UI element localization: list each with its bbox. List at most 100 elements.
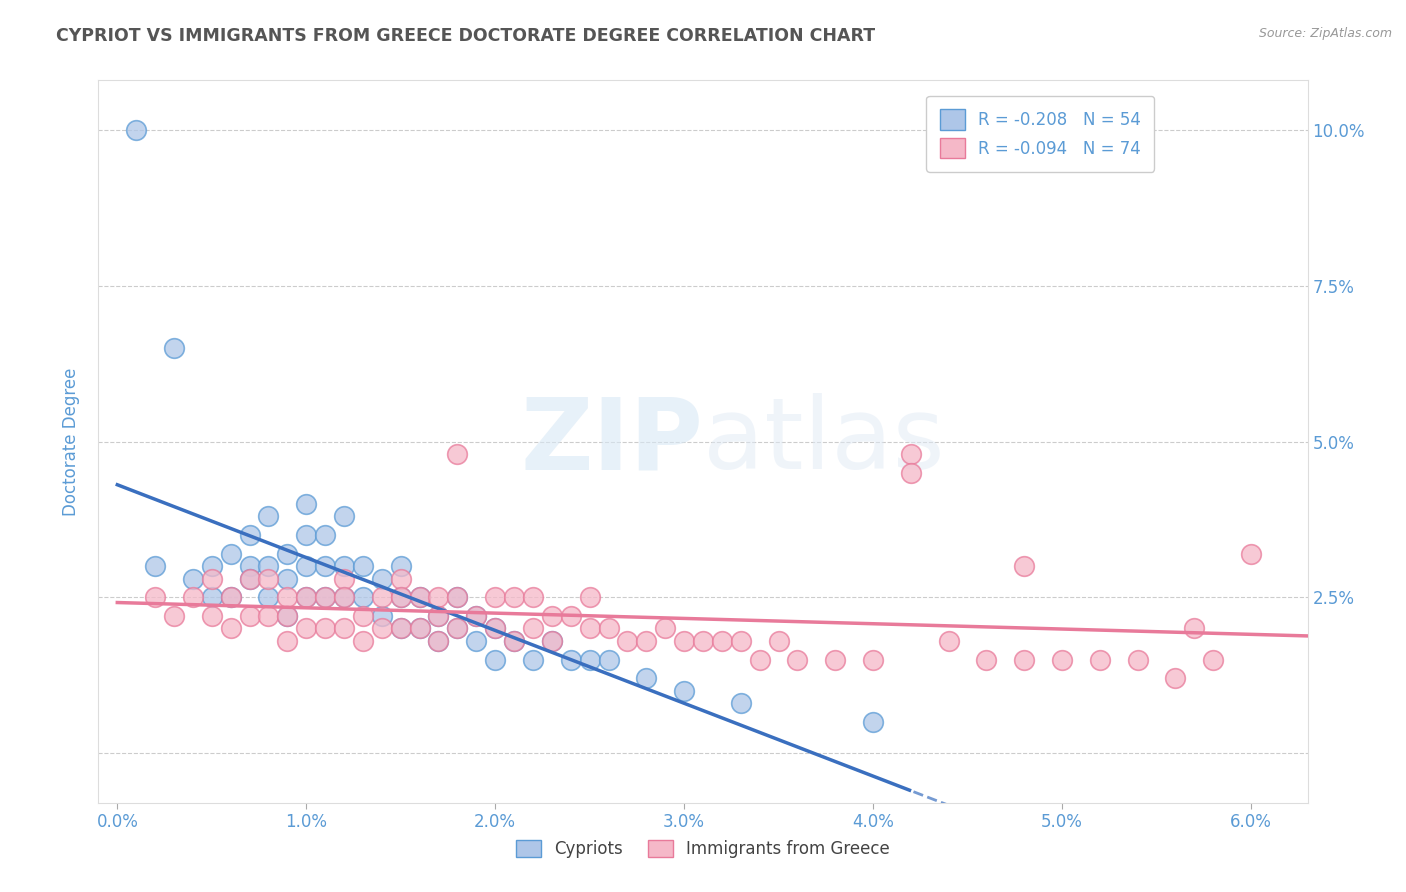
Point	[389, 572, 412, 586]
Point	[408, 591, 430, 605]
Point	[1240, 547, 1263, 561]
Point	[201, 559, 224, 574]
Point	[276, 591, 298, 605]
Point	[730, 633, 752, 648]
Point	[201, 609, 224, 624]
Point	[239, 572, 262, 586]
Point	[389, 559, 412, 574]
Point	[1012, 652, 1035, 666]
Point	[163, 341, 186, 355]
Point	[427, 591, 450, 605]
Point	[427, 609, 450, 624]
Point	[540, 609, 562, 624]
Point	[408, 591, 430, 605]
Point	[465, 609, 488, 624]
Point	[578, 652, 600, 666]
Point	[862, 652, 884, 666]
Point	[219, 591, 242, 605]
Point	[503, 633, 526, 648]
Point	[276, 609, 298, 624]
Point	[578, 621, 600, 635]
Point	[201, 591, 224, 605]
Text: ZIP: ZIP	[520, 393, 703, 490]
Point	[389, 591, 412, 605]
Point	[522, 621, 544, 635]
Point	[427, 633, 450, 648]
Point	[465, 633, 488, 648]
Point	[257, 559, 280, 574]
Point	[181, 591, 204, 605]
Point	[257, 609, 280, 624]
Point	[427, 609, 450, 624]
Point	[862, 714, 884, 729]
Point	[295, 559, 318, 574]
Point	[446, 591, 468, 605]
Point	[333, 621, 356, 635]
Point	[636, 671, 658, 685]
Point	[333, 572, 356, 586]
Point	[1182, 621, 1205, 635]
Point	[257, 509, 280, 524]
Point	[389, 621, 412, 635]
Point	[295, 497, 318, 511]
Point	[1088, 652, 1111, 666]
Point	[219, 547, 242, 561]
Point	[276, 609, 298, 624]
Point	[503, 633, 526, 648]
Point	[900, 466, 922, 480]
Point	[900, 447, 922, 461]
Point	[295, 591, 318, 605]
Point	[730, 696, 752, 710]
Point	[560, 609, 582, 624]
Point	[484, 591, 506, 605]
Point	[598, 621, 620, 635]
Point	[333, 509, 356, 524]
Point	[219, 621, 242, 635]
Point	[976, 652, 998, 666]
Point	[446, 447, 468, 461]
Point	[125, 123, 148, 137]
Point	[352, 559, 374, 574]
Point	[276, 547, 298, 561]
Point	[371, 572, 394, 586]
Point	[352, 609, 374, 624]
Point	[239, 609, 262, 624]
Point	[938, 633, 960, 648]
Point	[446, 591, 468, 605]
Point	[692, 633, 714, 648]
Point	[1050, 652, 1073, 666]
Point	[578, 591, 600, 605]
Point	[560, 652, 582, 666]
Point	[143, 591, 166, 605]
Point	[371, 609, 394, 624]
Point	[446, 621, 468, 635]
Point	[1012, 559, 1035, 574]
Point	[295, 591, 318, 605]
Point	[295, 528, 318, 542]
Point	[371, 621, 394, 635]
Point	[181, 572, 204, 586]
Point	[314, 591, 336, 605]
Point	[654, 621, 676, 635]
Point	[484, 621, 506, 635]
Point	[257, 591, 280, 605]
Point	[333, 559, 356, 574]
Point	[314, 528, 336, 542]
Point	[503, 591, 526, 605]
Point	[276, 572, 298, 586]
Point	[522, 652, 544, 666]
Point	[333, 591, 356, 605]
Point	[219, 591, 242, 605]
Point	[824, 652, 846, 666]
Point	[748, 652, 770, 666]
Point	[276, 633, 298, 648]
Point	[371, 591, 394, 605]
Point	[408, 621, 430, 635]
Point	[239, 528, 262, 542]
Point	[389, 621, 412, 635]
Point	[616, 633, 638, 648]
Point	[636, 633, 658, 648]
Point	[352, 591, 374, 605]
Legend: Cypriots, Immigrants from Greece: Cypriots, Immigrants from Greece	[508, 832, 898, 867]
Point	[673, 683, 696, 698]
